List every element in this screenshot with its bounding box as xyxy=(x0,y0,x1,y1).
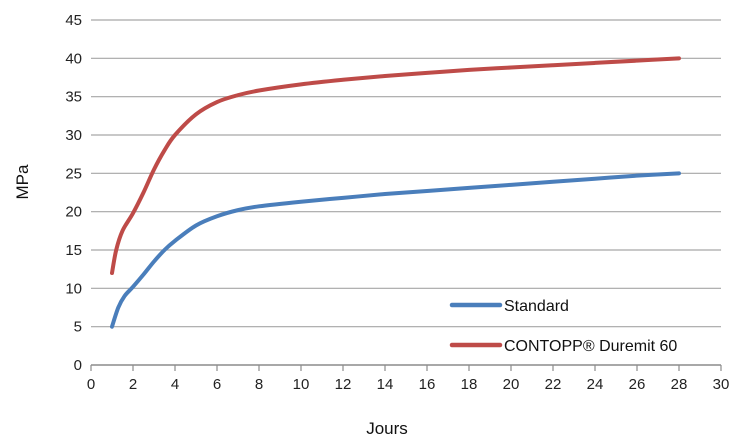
y-tick-label: 5 xyxy=(74,319,82,336)
x-tick-label: 12 xyxy=(335,376,352,393)
x-tick-label: 28 xyxy=(671,376,688,393)
x-tick-label: 22 xyxy=(545,376,562,393)
x-tick-label: 20 xyxy=(503,376,520,393)
x-tick-label: 24 xyxy=(587,376,604,393)
x-tick-label: 30 xyxy=(713,376,730,393)
y-tick-label: 35 xyxy=(65,89,82,106)
x-tick-label: 0 xyxy=(87,376,95,393)
x-tick-label: 18 xyxy=(461,376,478,393)
legend-label-standard: Standard xyxy=(504,298,569,315)
x-tick-label: 6 xyxy=(213,376,221,393)
x-axis-title: Jours xyxy=(366,419,408,438)
series-line-standard xyxy=(110,171,681,329)
y-tick-label: 15 xyxy=(65,242,82,259)
series-lines xyxy=(110,56,681,329)
axes xyxy=(90,364,722,371)
y-tick-label: 25 xyxy=(65,165,82,182)
y-axis-title: MPa xyxy=(13,164,32,200)
grid-lines xyxy=(91,19,721,328)
y-tick-label: 0 xyxy=(74,357,82,374)
x-tick-label: 2 xyxy=(129,376,137,393)
x-tick-label: 16 xyxy=(419,376,436,393)
x-tick-label: 4 xyxy=(171,376,179,393)
y-tick-label: 10 xyxy=(65,280,82,297)
y-tick-label: 40 xyxy=(65,50,82,67)
y-tick-label: 30 xyxy=(65,127,82,144)
y-tick-label: 20 xyxy=(65,204,82,221)
x-tick-label: 26 xyxy=(629,376,646,393)
x-tick-label: 10 xyxy=(293,376,310,393)
legend: Standard CONTOPP® Duremit 60 xyxy=(449,298,677,355)
legend-label-duremit: CONTOPP® Duremit 60 xyxy=(504,338,677,355)
x-tick-label: 8 xyxy=(255,376,263,393)
y-tick-label: 45 xyxy=(65,12,82,29)
x-tick-label: 14 xyxy=(377,376,394,393)
series-line-duremit xyxy=(110,56,681,275)
